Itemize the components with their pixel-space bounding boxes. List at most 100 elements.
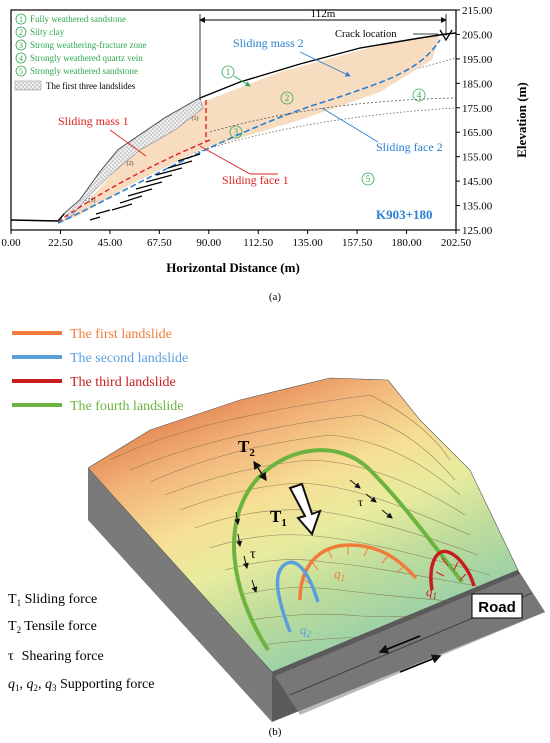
svg-text:4: 4 — [19, 54, 23, 63]
svg-text:The first three landslides: The first three landslides — [46, 81, 136, 91]
y-tick-label: 165.00 — [462, 127, 493, 139]
force-t2: T2 Tensile force — [8, 619, 97, 635]
legend-fourth-landslide: The fourth landslide — [12, 399, 184, 414]
crack-location-label: Crack location — [335, 29, 397, 40]
legend-item-5: 5 Strongly weathered sandstone — [15, 65, 138, 77]
y-tick-label: 175.00 — [462, 103, 493, 115]
y-tick-label: 215.00 — [462, 5, 493, 17]
y-axis-label: Elevation (m) — [514, 82, 529, 157]
small-marker-2: (2) — [127, 160, 134, 167]
road-arrow-right — [399, 654, 442, 673]
map-force-labels: T2 T1 τ τ q1 q1 q2 — [238, 437, 437, 639]
dimension-label: 112m — [311, 8, 336, 20]
landslide-legend: The first landslide The second landslide… — [12, 327, 188, 414]
sliding-mass-2-pointer — [299, 51, 351, 77]
layer-marker-3: 3 — [229, 125, 243, 139]
svg-text:Strongly weathered sandstone: Strongly weathered sandstone — [30, 66, 138, 76]
svg-text:Fully weathered sandstone: Fully weathered sandstone — [30, 14, 126, 24]
layer-marker-5: 5 — [361, 172, 375, 186]
svg-text:Strongly weathered quartz vein: Strongly weathered quartz vein — [30, 53, 143, 63]
y-tick-label: 135.00 — [462, 201, 493, 213]
svg-text:3: 3 — [19, 41, 23, 50]
legend-item-4: 4 Strongly weathered quartz vein — [15, 52, 143, 64]
x-axis-label: Horizontal Distance (m) — [166, 260, 300, 275]
svg-text:Strong weathering-fracture zon: Strong weathering-fracture zone — [30, 40, 146, 50]
y-axis-ticks: 215.00 205.00 195.00 185.00 175.00 165.00 155.… — [456, 5, 493, 237]
sliding-face-2-pointer — [321, 107, 379, 143]
legend-item-landslides: The first three landslides — [14, 80, 136, 91]
second-landslide-boundary — [275, 560, 320, 633]
block-left-face — [88, 468, 272, 722]
y-tick-label: 185.00 — [462, 78, 493, 90]
x-tick-label: 90.00 — [196, 237, 221, 249]
layer-3-boundary — [209, 97, 457, 133]
svg-text:The third landslide: The third landslide — [70, 375, 176, 390]
x-tick-label: 45.00 — [98, 237, 123, 249]
panel-b: Road — [8, 327, 545, 738]
force-tau: τ Shearing force — [8, 649, 104, 664]
road-label-box: Road — [471, 593, 523, 619]
first-three-landslides-area — [63, 97, 204, 219]
y-tick-label: 145.00 — [462, 176, 493, 188]
x-tick-label: 157.50 — [342, 237, 373, 249]
small-marker-3: (3) — [89, 197, 96, 204]
t1-label: T1 — [270, 507, 287, 529]
svg-text:1: 1 — [226, 67, 231, 77]
road-label: Road — [478, 599, 516, 616]
shear-arrows — [234, 479, 393, 593]
sliding-force-arrow — [288, 482, 322, 536]
layer-markers: 1 2 3 4 5 (1) (2) (3) — [89, 65, 426, 204]
crack-marker — [439, 29, 453, 42]
sliding-mass-area — [62, 34, 440, 222]
x-tick-label: 22.50 — [48, 237, 73, 249]
third-landslide-ticks — [435, 557, 467, 581]
svg-text:1: 1 — [19, 15, 23, 24]
tau-label-2: τ — [358, 495, 363, 509]
sliding-face-1-line — [57, 139, 211, 223]
q2-label: q2 — [300, 622, 312, 639]
tau-label-1: τ — [250, 547, 256, 562]
legend-item-3: 3 Strong weathering-fracture zone — [15, 39, 146, 51]
svg-text:2: 2 — [285, 93, 290, 103]
layer-boundary-dotted — [61, 107, 457, 223]
force-q: q1, q2, q3 Supporting force — [8, 677, 154, 693]
legend-item-2: 2 Silty clay — [15, 26, 65, 38]
layer-legend: 1 Fully weathered sandstone 2 Silty clay… — [14, 13, 146, 91]
q1-label-b: q1 — [426, 584, 437, 601]
sliding-face-2-line — [57, 39, 441, 224]
sliding-face-1-label: Sliding face 1 — [222, 173, 289, 187]
x-tick-label: 135.00 — [293, 237, 324, 249]
legend-second-landslide: The second landslide — [12, 351, 188, 366]
road-arrow-left — [378, 635, 421, 654]
third-landslide-boundary — [429, 549, 476, 591]
force-legend: T1 Sliding force T2 Tensile force τ Shear… — [8, 592, 154, 693]
svg-text:The second landslide: The second landslide — [70, 351, 188, 366]
sliding-face-2-label: Sliding face 2 — [376, 140, 443, 154]
y-tick-label: 155.00 — [462, 152, 493, 164]
svg-text:The first landslide: The first landslide — [70, 327, 172, 342]
x-tick-label: 202.50 — [441, 237, 472, 249]
fracture-marks — [89, 153, 201, 221]
svg-text:The fourth landslide: The fourth landslide — [70, 399, 184, 414]
svg-text:4: 4 — [417, 90, 422, 100]
y-tick-label: 205.00 — [462, 29, 493, 41]
legend-item-1: 1 Fully weathered sandstone — [15, 13, 126, 25]
legend-third-landslide: The third landslide — [12, 375, 176, 390]
sliding-mass-2-label: Sliding mass 2 — [233, 36, 304, 50]
svg-text:Silty clay: Silty clay — [30, 27, 65, 37]
sliding-mass-1-pointer — [109, 129, 147, 157]
t2-label: T2 — [238, 437, 255, 459]
q1-label-a: q1 — [334, 566, 345, 583]
y-tick-label: 195.00 — [462, 54, 493, 66]
section-label: K903+180 — [376, 207, 433, 222]
sliding-mass-1-label: Sliding mass 1 — [58, 114, 129, 128]
fourth-landslide-boundary — [232, 448, 464, 652]
y-tick-label: 125.00 — [462, 225, 493, 237]
caption-a: (a) — [269, 291, 282, 303]
force-t1: T1 Sliding force — [8, 592, 97, 608]
panel-a: 112m Crack location 1 Fully weathered sa… — [1, 5, 529, 303]
sliding-face-1-pointer — [199, 145, 278, 175]
svg-text:5: 5 — [19, 67, 23, 76]
layer-marker-2: 2 — [280, 91, 294, 105]
